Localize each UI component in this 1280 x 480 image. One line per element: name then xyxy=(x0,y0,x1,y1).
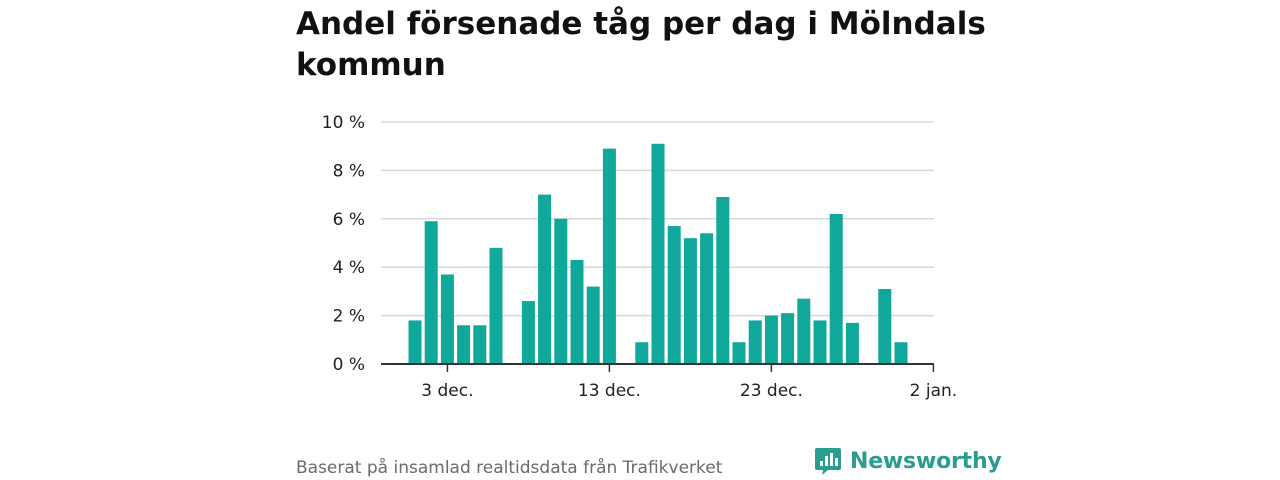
brand-name: Newsworthy xyxy=(850,448,1002,474)
brand-logo: Newsworthy xyxy=(814,446,1002,476)
bar xyxy=(424,221,438,364)
bar xyxy=(489,247,503,364)
source-note: Baserat på insamlad realtidsdata från Tr… xyxy=(296,458,723,478)
bar xyxy=(716,197,730,364)
y-axis-labels: 0 % 2 % 4 % 6 % 8 % 10 % xyxy=(322,113,365,375)
bar xyxy=(457,325,471,364)
chart-title: Andel försenade tåg per dag i Mölndals k… xyxy=(296,6,986,83)
bar xyxy=(700,233,714,364)
bar xyxy=(683,238,697,364)
x-axis-ticks: 3 dec. 13 dec. 23 dec. 2 jan. xyxy=(421,364,957,401)
y-tick-label: 2 % xyxy=(333,307,365,327)
bar xyxy=(845,322,859,364)
bar xyxy=(586,286,600,364)
y-tick-label: 8 % xyxy=(333,161,365,181)
bar xyxy=(781,313,795,364)
bar xyxy=(667,226,681,364)
bar xyxy=(473,325,487,364)
bar xyxy=(894,342,908,364)
newsworthy-logo-icon xyxy=(815,448,841,475)
bars xyxy=(408,143,908,364)
bar xyxy=(602,148,616,364)
y-tick-label: 10 % xyxy=(322,113,365,133)
bar xyxy=(878,288,892,364)
bar xyxy=(521,301,535,364)
bar xyxy=(440,274,454,364)
x-tick-label: 2 jan. xyxy=(910,381,958,401)
bar xyxy=(651,143,665,364)
bar-chart: 0 % 2 % 4 % 6 % 8 % 10 % 3 dec. 13 dec. 23 dec.… xyxy=(322,113,957,401)
y-tick-label: 0 % xyxy=(333,355,365,375)
bar xyxy=(635,342,649,364)
y-tick-label: 4 % xyxy=(333,258,365,278)
bar xyxy=(748,320,762,364)
bar xyxy=(538,194,552,364)
bar xyxy=(554,218,568,364)
x-tick-label: 23 dec. xyxy=(740,381,803,401)
y-tick-label: 6 % xyxy=(333,210,365,230)
x-tick-label: 3 dec. xyxy=(421,381,473,401)
bar xyxy=(570,259,584,364)
bar xyxy=(797,298,811,364)
bar xyxy=(732,342,746,364)
bar xyxy=(764,315,778,364)
x-tick-label: 13 dec. xyxy=(578,381,641,401)
bar xyxy=(408,320,422,364)
bar xyxy=(813,320,827,364)
bar xyxy=(829,213,843,364)
